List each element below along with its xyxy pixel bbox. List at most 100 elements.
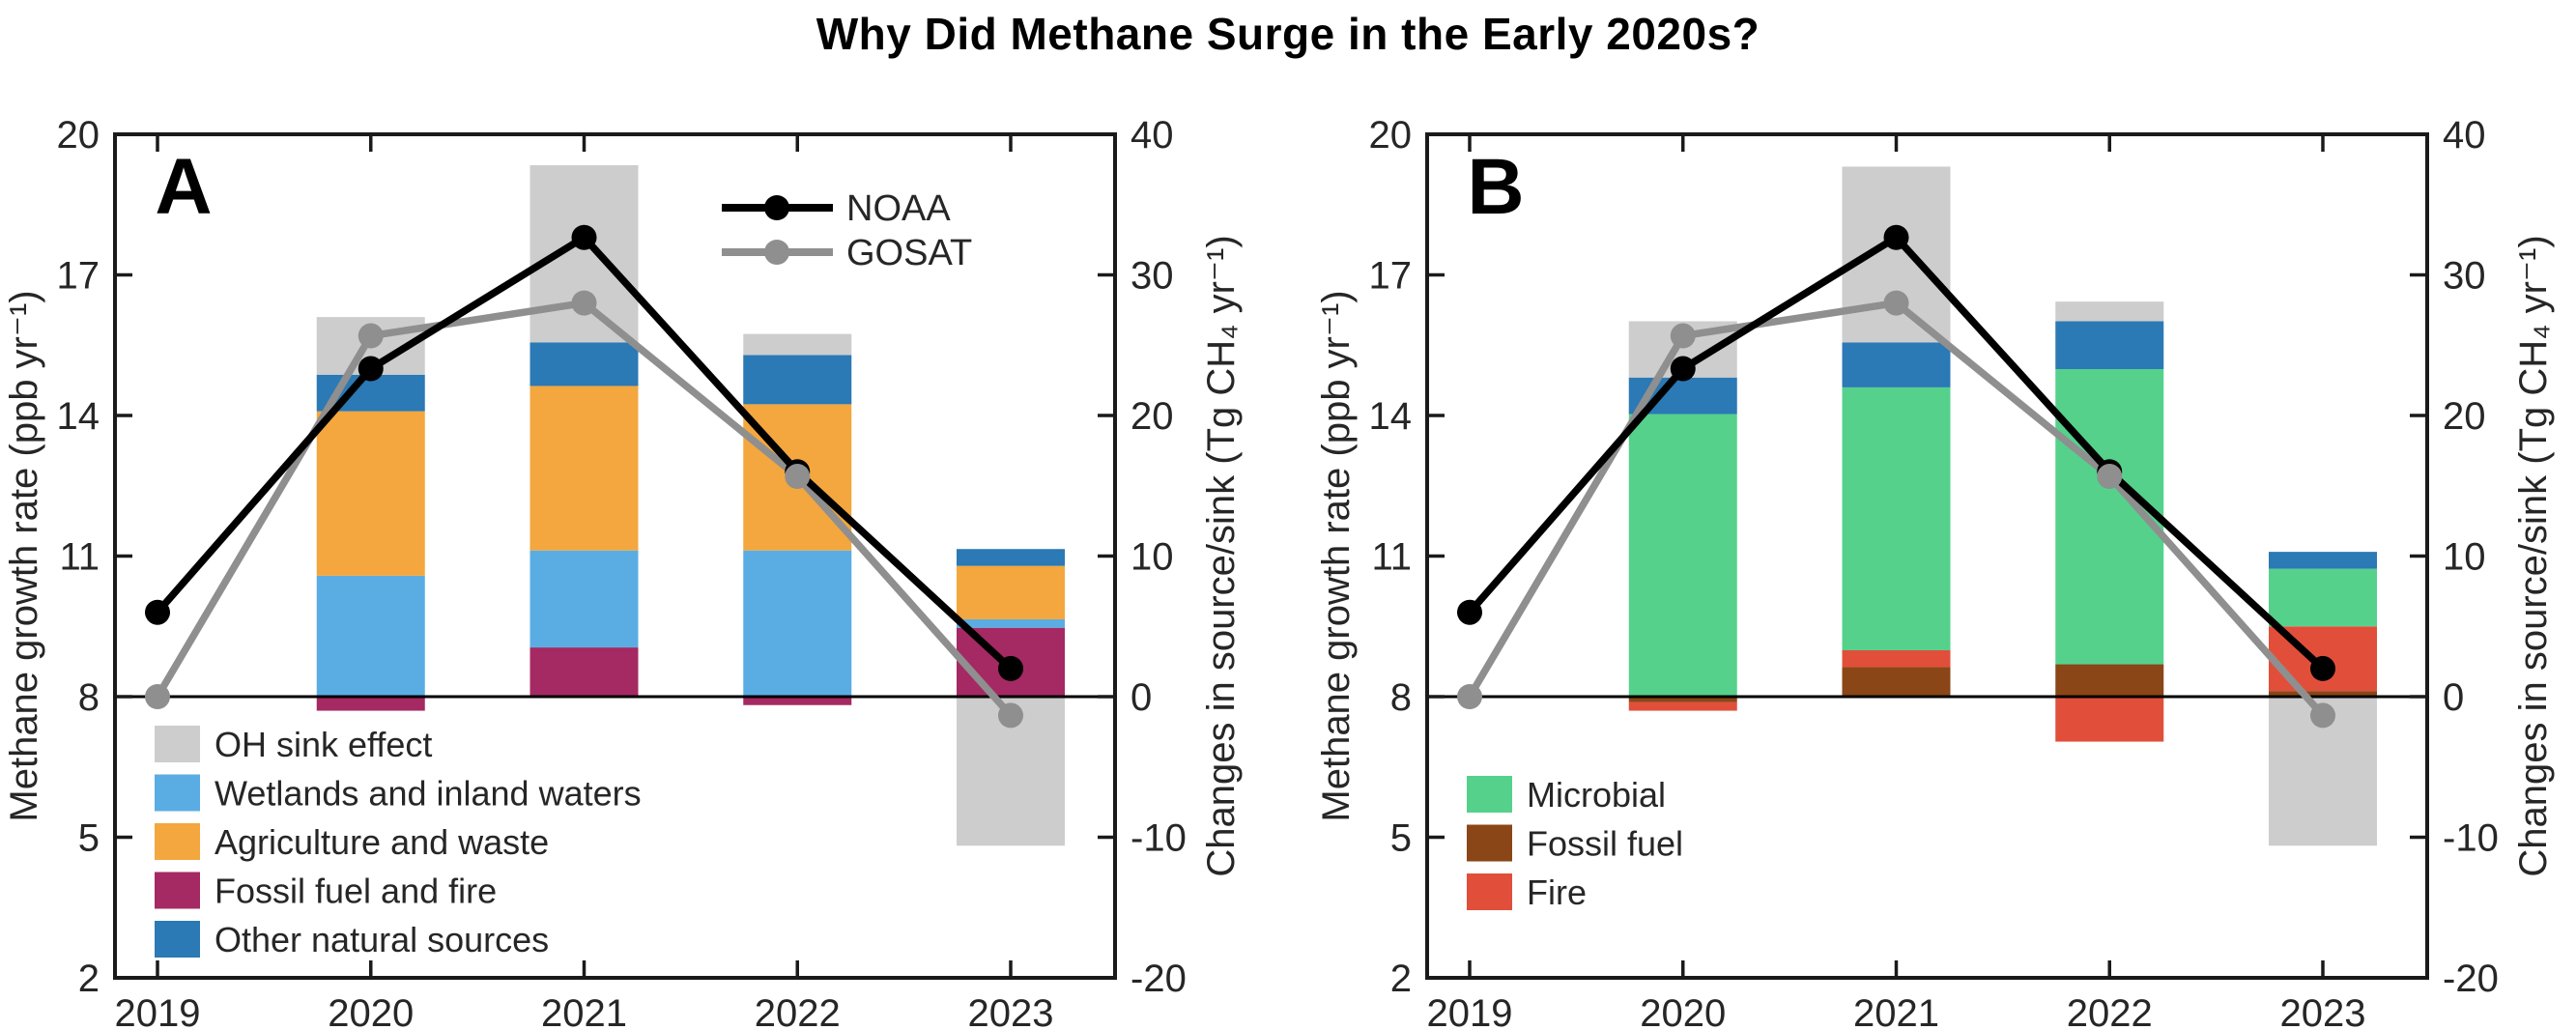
gosat-marker-2021 xyxy=(571,290,597,316)
legend-swatch-fossil xyxy=(1467,824,1512,862)
y-right-tick-label: -10 xyxy=(1131,817,1187,860)
panel-A: 2 5 8 11 14 17 20 -20 -10 0 10 20 30 40 2019 2020 2021 20… xyxy=(3,114,1243,1030)
bar-segment-2023-agriculture xyxy=(957,565,1065,619)
noaa-marker-2020 xyxy=(1670,356,1696,382)
legend-label-agriculture: Agriculture and waste xyxy=(215,822,549,862)
legend-swatch-agriculture xyxy=(155,823,200,860)
bar-segment-2022-fire xyxy=(2055,697,2164,742)
y-right-tick-label: 10 xyxy=(2443,536,2486,579)
y-right-tick-label: 30 xyxy=(1131,255,1174,298)
y-left-tick-label: 5 xyxy=(1390,817,1412,860)
legend-label-fossil: Fossil fuel xyxy=(1527,824,1683,864)
gosat-marker-2019 xyxy=(1457,684,1482,709)
y-right-tick-label: -20 xyxy=(1131,958,1187,1000)
gosat-legend-label: GOSAT xyxy=(846,233,972,273)
legend-swatch-microbial xyxy=(1467,776,1512,813)
noaa-marker-2021 xyxy=(1883,224,1909,250)
bar-segment-2022-wetlands xyxy=(743,550,852,697)
legend-label-fire: Fire xyxy=(1527,873,1587,912)
bar-segment-2021-other_natural xyxy=(530,342,639,386)
y-left-tick-label: 2 xyxy=(1390,958,1412,1000)
legend-label-fossil_fire: Fossil fuel and fire xyxy=(215,872,497,911)
x-tick-label: 2020 xyxy=(328,992,414,1030)
x-tick-label: 2019 xyxy=(115,992,201,1030)
y-right-tick-label: -10 xyxy=(2443,817,2499,860)
y-right-tick-label: 20 xyxy=(2443,395,2486,438)
noaa-marker-2020 xyxy=(358,356,384,382)
bar-segment-2020-fossil xyxy=(1628,697,1737,702)
bar-segment-2021-fossil xyxy=(1842,667,1951,697)
y-left-tick-label: 17 xyxy=(57,255,100,298)
y-left-tick-label: 5 xyxy=(78,817,100,860)
legend-label-microbial: Microbial xyxy=(1527,775,1666,815)
noaa-marker-2023 xyxy=(998,655,1023,681)
bar-segment-2022-fossil xyxy=(2055,664,2164,697)
bar-segment-2021-fossil_fire xyxy=(530,647,639,697)
y-left-axis-label: Methane growth rate (ppb yr⁻¹) xyxy=(1315,290,1358,821)
bar-segment-2020-agriculture xyxy=(316,411,425,576)
y-left-tick-label: 20 xyxy=(57,114,100,157)
legend-swatch-oh_sink xyxy=(155,726,200,762)
noaa-marker-2019 xyxy=(1457,599,1482,625)
bar-segment-2021-microbial xyxy=(1842,386,1951,650)
y-left-tick-label: 17 xyxy=(1369,255,1413,298)
y-right-tick-label: 10 xyxy=(1131,536,1174,579)
bar-segment-2020-fire xyxy=(1628,701,1737,711)
x-tick-label: 2022 xyxy=(2067,992,2153,1030)
x-tick-label: 2021 xyxy=(541,992,627,1030)
noaa-marker-2021 xyxy=(571,224,597,250)
gosat-marker-2022 xyxy=(785,464,811,490)
legend-swatch-fossil_fire xyxy=(155,872,200,909)
bar-legend-B: Microbial Fossil fuel Fire xyxy=(1467,775,1683,912)
x-tick-label: 2019 xyxy=(1427,992,1513,1030)
bar-segment-2022-oh_sink xyxy=(743,333,852,356)
noaa-marker-2023 xyxy=(2310,655,2335,681)
y-left-tick-label: 11 xyxy=(1371,536,1412,579)
x-tick-label: 2020 xyxy=(1640,992,1726,1030)
panel-letter-B: B xyxy=(1467,143,1524,231)
y-left-tick-label: 20 xyxy=(1369,114,1413,157)
gosat-marker-2023 xyxy=(998,702,1023,729)
gosat-marker-2021 xyxy=(1883,290,1909,316)
panel-B: 2 5 8 11 14 17 20 -20 -10 0 10 20 30 40 2019 2020 2021 20… xyxy=(1315,114,2555,1030)
x-tick-label: 2023 xyxy=(2280,992,2366,1030)
x-tick-label: 2021 xyxy=(1853,992,1939,1030)
bar-segment-2021-oh_sink xyxy=(530,165,639,343)
gosat-marker-2020 xyxy=(1670,323,1696,349)
x-tick-label: 2023 xyxy=(968,992,1054,1030)
bar-segment-2023-fossil xyxy=(2269,691,2377,697)
gosat-marker-2022 xyxy=(2097,464,2123,490)
bar-segment-2023-other_natural xyxy=(957,549,1065,566)
bar-legend-A: OH sink effect Wetlands and inland waters… xyxy=(155,725,642,959)
y-right-tick-label: -20 xyxy=(2443,958,2499,1000)
legend-label-other_natural: Other natural sources xyxy=(215,920,549,959)
legend-swatch-other_natural xyxy=(155,921,200,958)
legend-label-wetlands: Wetlands and inland waters xyxy=(215,774,642,814)
y-left-tick-label: 8 xyxy=(78,676,100,719)
legend-swatch-wetlands xyxy=(155,774,200,812)
noaa-legend-marker xyxy=(764,195,789,220)
bar-segment-2021-fire xyxy=(1842,649,1951,668)
bar-segment-2020-wetlands xyxy=(316,575,425,697)
y-left-axis-label: Methane growth rate (ppb yr⁻¹) xyxy=(3,290,45,821)
y-right-tick-label: 40 xyxy=(1131,114,1174,157)
bar-segment-2022-other_natural xyxy=(2055,321,2164,369)
noaa-marker-2019 xyxy=(145,599,170,625)
y-right-axis-label: Changes in source/sink (Tg CH₄ yr⁻¹) xyxy=(1200,235,1243,876)
bar-segment-2023-wetlands xyxy=(957,618,1065,628)
gosat-legend-marker xyxy=(764,240,789,265)
y-left-tick-label: 11 xyxy=(59,536,100,579)
figure-title: Why Did Methane Surge in the Early 2020s… xyxy=(816,9,1760,59)
bar-segment-2022-other_natural xyxy=(743,355,852,405)
bar-segment-2021-oh_sink xyxy=(1842,166,1951,343)
y-right-tick-label: 0 xyxy=(1131,676,1152,719)
y-left-tick-label: 14 xyxy=(1369,395,1413,438)
y-right-axis-label: Changes in source/sink (Tg CH₄ yr⁻¹) xyxy=(2512,235,2555,876)
bar-segment-2021-wetlands xyxy=(530,550,639,648)
y-left-tick-label: 14 xyxy=(57,395,100,438)
y-right-tick-label: 30 xyxy=(2443,255,2486,298)
gosat-marker-2023 xyxy=(2310,702,2335,729)
